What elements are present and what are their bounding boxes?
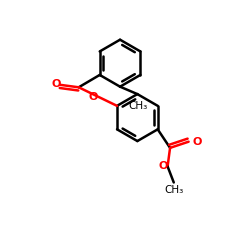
Text: O: O	[192, 137, 202, 147]
Text: O: O	[158, 162, 168, 172]
Text: O: O	[89, 92, 98, 102]
Text: O: O	[51, 78, 60, 88]
Text: CH₃: CH₃	[164, 185, 184, 195]
Text: CH₃: CH₃	[128, 101, 148, 111]
